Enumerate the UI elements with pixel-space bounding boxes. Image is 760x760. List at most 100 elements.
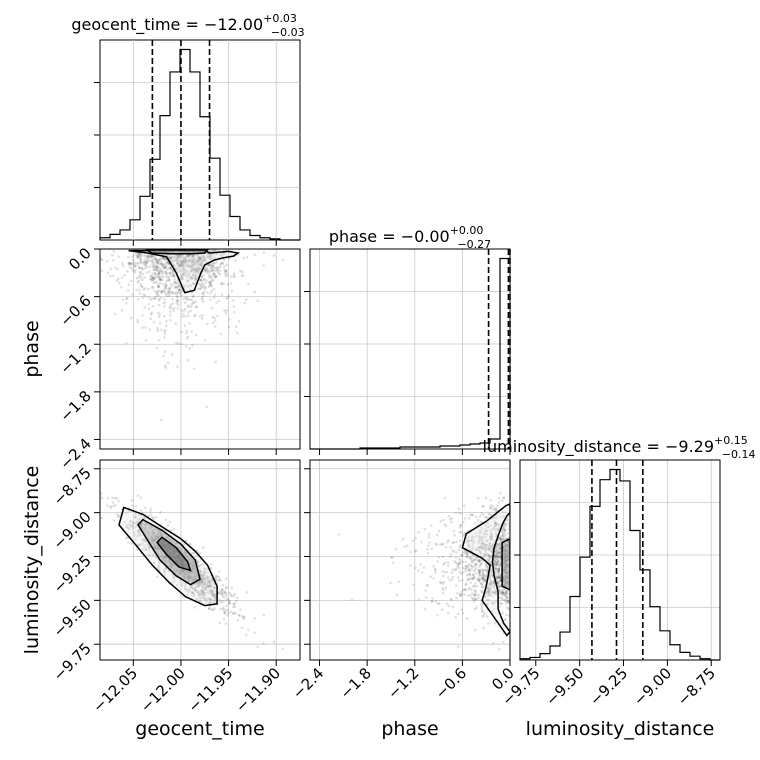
- scatter-point: [192, 254, 195, 257]
- scatter-point: [189, 259, 192, 263]
- scatter-point: [187, 573, 191, 577]
- scatter-point: [129, 316, 133, 320]
- scatter-point: [157, 532, 161, 536]
- scatter-point: [109, 274, 112, 278]
- scatter-point: [168, 551, 171, 554]
- scatter-point: [158, 270, 161, 273]
- scatter-point: [159, 549, 162, 553]
- scatter-point: [467, 543, 471, 547]
- scatter-point: [498, 551, 502, 554]
- scatter-point: [202, 283, 205, 287]
- scatter-point: [171, 297, 174, 301]
- scatter-point: [154, 516, 158, 519]
- scatter-point: [457, 557, 461, 560]
- scatter-point: [203, 339, 207, 342]
- scatter-point: [211, 278, 215, 282]
- scatter-point: [493, 567, 497, 570]
- scatter-point: [164, 257, 168, 261]
- scatter-point: [496, 542, 500, 546]
- scatter-point: [146, 531, 150, 534]
- scatter-point: [184, 572, 187, 576]
- scatter-point: [488, 578, 491, 581]
- scatter-point: [171, 581, 174, 584]
- scatter-point: [137, 275, 141, 279]
- scatter-point: [153, 543, 156, 546]
- scatter-point: [172, 549, 175, 552]
- scatter-point: [466, 566, 470, 570]
- scatter-point: [502, 565, 506, 569]
- scatter-point: [150, 539, 154, 543]
- scatter-point: [151, 534, 154, 537]
- scatter-point: [502, 496, 506, 499]
- scatter-point: [505, 577, 508, 581]
- scatter-point: [503, 618, 507, 622]
- scatter-point: [188, 288, 192, 292]
- scatter-point: [224, 609, 228, 613]
- scatter-point: [196, 270, 200, 274]
- scatter-point: [160, 533, 163, 536]
- scatter-point: [207, 263, 211, 267]
- scatter-point: [176, 295, 179, 299]
- scatter-point: [220, 282, 224, 285]
- scatter-point: [176, 554, 179, 557]
- scatter-point: [430, 600, 434, 603]
- scatter-point: [446, 576, 450, 579]
- scatter-point: [193, 588, 196, 592]
- scatter-point: [218, 272, 222, 276]
- scatter-point: [112, 274, 115, 278]
- scatter-point: [160, 544, 164, 547]
- scatter-point: [186, 280, 189, 283]
- scatter-point: [195, 260, 198, 264]
- scatter-point: [502, 496, 506, 500]
- scatter-point: [189, 268, 193, 272]
- scatter-point: [461, 534, 465, 537]
- scatter-point: [141, 314, 144, 317]
- x-tick-label: −11.90: [232, 664, 284, 716]
- scatter-point: [100, 492, 103, 495]
- scatter-point: [175, 559, 179, 563]
- scatter-point: [186, 577, 190, 581]
- scatter-point: [456, 562, 460, 566]
- scatter-point: [184, 555, 188, 558]
- scatter-point: [204, 268, 207, 271]
- scatter-point: [164, 544, 168, 548]
- scatter-point: [142, 288, 145, 291]
- scatter-point: [210, 257, 214, 261]
- scatter-point: [172, 274, 175, 278]
- scatter-point: [242, 256, 246, 260]
- scatter-point: [208, 607, 211, 610]
- scatter-point: [477, 529, 481, 533]
- scatter-point: [223, 611, 226, 615]
- scatter-point: [194, 299, 198, 303]
- scatter-point: [184, 344, 188, 348]
- scatter-point: [191, 590, 195, 594]
- scatter-point: [480, 512, 483, 515]
- scatter-point: [181, 573, 185, 577]
- scatter-point: [175, 301, 178, 305]
- scatter-point: [212, 272, 215, 275]
- scatter-point: [215, 268, 219, 272]
- scatter-point: [189, 576, 192, 579]
- scatter-point: [144, 523, 148, 526]
- scatter-point: [452, 550, 456, 553]
- scatter-point: [192, 587, 196, 590]
- scatter-point: [494, 522, 497, 526]
- scatter-point: [215, 275, 218, 278]
- scatter-point: [196, 590, 200, 594]
- scatter-point: [179, 569, 182, 573]
- scatter-point: [465, 555, 469, 558]
- scatter-point: [171, 554, 175, 558]
- scatter-point: [474, 594, 477, 597]
- scatter-point: [131, 262, 135, 266]
- scatter-point: [495, 548, 498, 551]
- scatter-point: [168, 545, 172, 548]
- scatter-point: [229, 594, 233, 597]
- scatter-point: [169, 310, 172, 313]
- scatter-point: [486, 590, 490, 594]
- scatter-point: [480, 543, 484, 546]
- scatter-point: [200, 253, 204, 257]
- scatter-point: [132, 526, 135, 530]
- scatter-point: [505, 595, 509, 599]
- scatter-point: [494, 592, 498, 596]
- scatter-point: [177, 256, 181, 259]
